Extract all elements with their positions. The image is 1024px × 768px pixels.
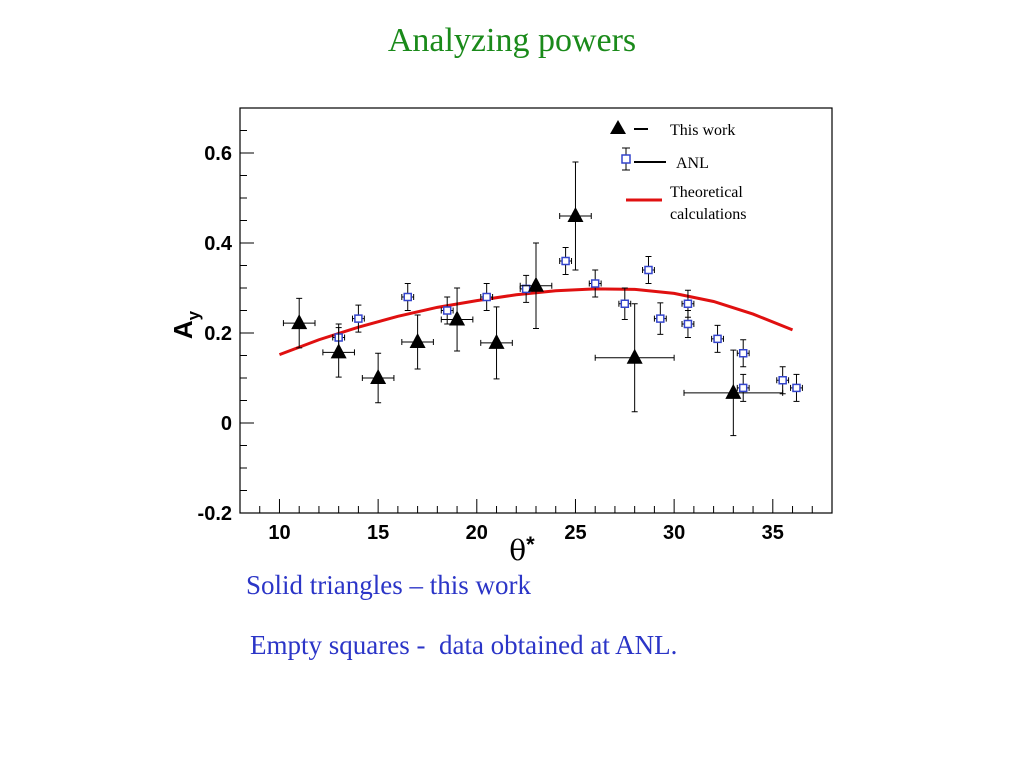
this-work-point (449, 310, 466, 326)
legend-anl-label: ANL (676, 155, 709, 172)
chart-legend: This work ANL Theoretical calculations (610, 120, 746, 223)
this-work-series (282, 161, 784, 437)
y-tick-label: -0.2 (198, 503, 232, 525)
legend-triangle-marker (610, 120, 626, 134)
anl-point (792, 383, 801, 393)
x-tick-label: 25 (564, 522, 586, 544)
legend-theory-label-line1: Theoretical (670, 184, 743, 201)
y-tick-label: 0 (221, 413, 232, 435)
this-work-point (488, 333, 505, 349)
caption-this-work: Solid triangles – this work (246, 570, 531, 600)
x-tick-label: 10 (268, 522, 290, 544)
x-tick-label: 30 (663, 522, 685, 544)
x-axis-title-main: θ (509, 534, 526, 567)
y-axis-title-sub: y (184, 310, 203, 320)
caption-anl: Empty squares - data obtained at ANL. (250, 630, 678, 660)
analyzing-power-chart: -0.2 0 0.2 0.4 0.6 10 15 20 25 30 35 Ay θ* This w… (168, 107, 833, 567)
this-work-point (567, 207, 584, 222)
x-axis-title: θ* (509, 532, 535, 567)
anl-series (332, 247, 803, 402)
y-tick-label: 0.2 (204, 323, 232, 345)
x-axis-title-sup: * (526, 532, 535, 557)
y-tick-label: 0.4 (204, 233, 233, 255)
x-tick-label: 35 (762, 522, 784, 544)
legend-square-marker (621, 154, 631, 164)
anl-point (354, 314, 363, 323)
anl-point (482, 292, 491, 302)
anl-point (713, 334, 722, 344)
this-work-point (626, 348, 643, 364)
anl-point (738, 383, 748, 393)
this-work-point (528, 276, 544, 292)
anl-point (738, 349, 748, 358)
y-axis: -0.2 0 0.2 0.4 0.6 (198, 107, 254, 525)
anl-point (590, 279, 600, 288)
slide-title: Analyzing powers (387, 22, 637, 59)
anl-point (561, 256, 570, 266)
anl-point (683, 319, 693, 329)
this-work-point (330, 343, 347, 359)
legend-this-work-label: This work (670, 122, 735, 139)
this-work-point (725, 383, 742, 399)
anl-point (778, 376, 787, 385)
this-work-point (291, 314, 308, 330)
anl-point (403, 292, 412, 302)
anl-point (620, 299, 630, 308)
anl-point (683, 299, 693, 308)
y-axis-title-main: A (168, 320, 198, 339)
this-work-point (370, 369, 387, 384)
anl-point (644, 265, 653, 275)
anl-point (656, 314, 665, 323)
y-tick-label: 0.6 (204, 143, 232, 165)
legend-theory-label-line2: calculations (670, 206, 746, 223)
x-tick-label: 15 (367, 522, 389, 544)
y-axis-title: Ay (168, 310, 203, 339)
this-work-point (409, 333, 426, 348)
x-tick-label: 20 (466, 522, 488, 544)
anl-point (442, 306, 452, 315)
x-axis: 10 15 20 25 30 35 (239, 499, 833, 544)
